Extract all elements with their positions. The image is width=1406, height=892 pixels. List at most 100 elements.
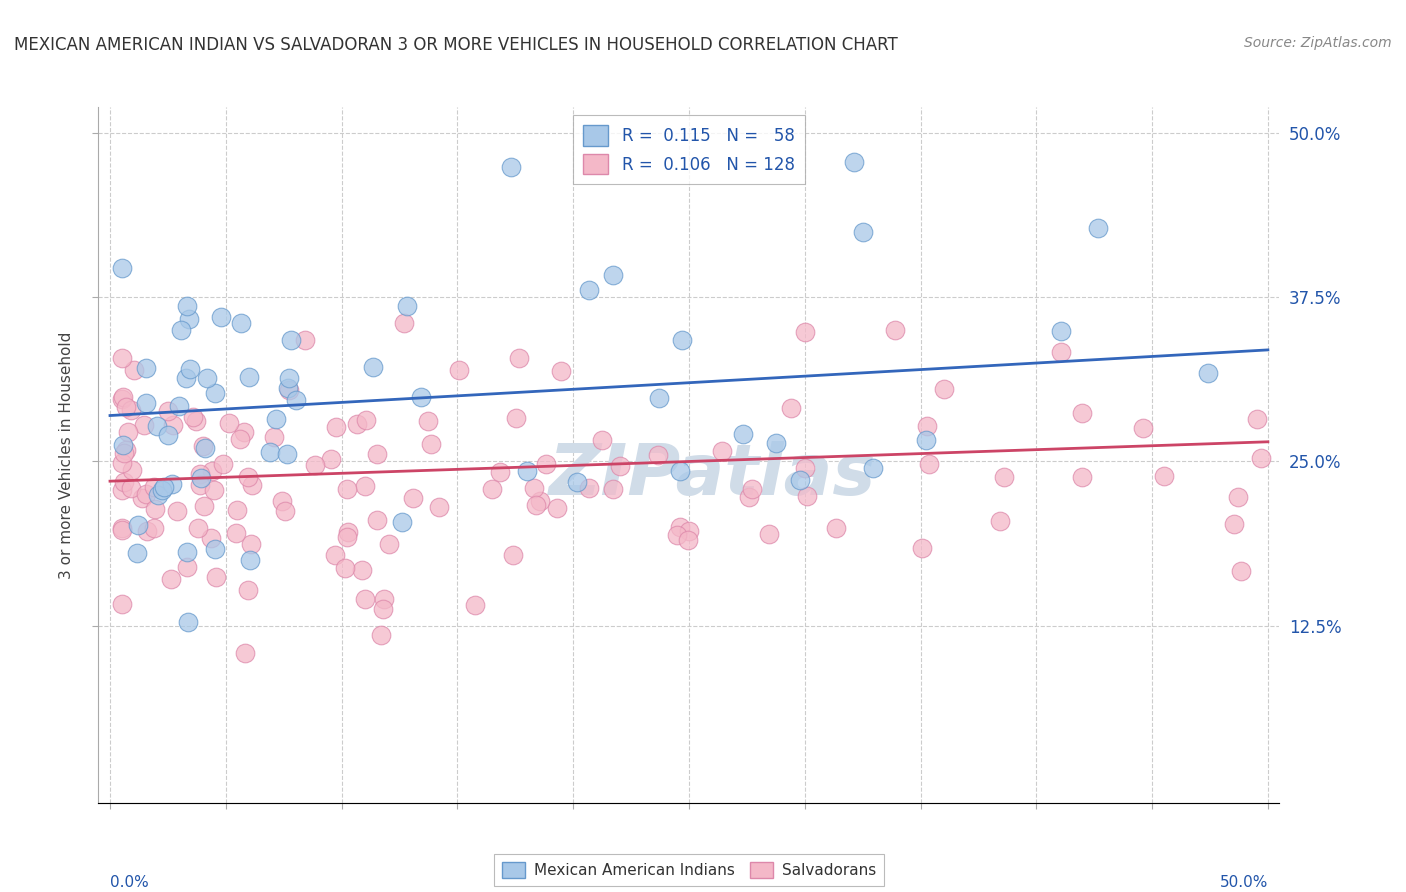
Point bbox=[1250, 451, 1272, 466]
Point bbox=[578, 283, 600, 297]
Point bbox=[112, 446, 135, 460]
Point bbox=[201, 464, 224, 478]
Point bbox=[370, 627, 392, 641]
Point bbox=[678, 524, 700, 538]
Point bbox=[110, 521, 132, 535]
Point bbox=[395, 299, 418, 313]
Point bbox=[523, 481, 546, 495]
Point bbox=[602, 482, 624, 496]
Point bbox=[142, 480, 165, 494]
Point bbox=[499, 160, 522, 174]
Point bbox=[758, 526, 780, 541]
Point bbox=[336, 482, 359, 496]
Point bbox=[177, 312, 200, 326]
Point bbox=[373, 591, 395, 606]
Point bbox=[550, 364, 572, 378]
Point bbox=[710, 443, 733, 458]
Point bbox=[321, 451, 343, 466]
Point bbox=[162, 417, 184, 432]
Point bbox=[150, 483, 173, 497]
Point bbox=[1246, 411, 1268, 425]
Point bbox=[524, 498, 547, 512]
Text: ZIPatlas: ZIPatlas bbox=[548, 442, 876, 510]
Point bbox=[1049, 324, 1071, 338]
Point bbox=[270, 493, 292, 508]
Point bbox=[274, 503, 297, 517]
Point bbox=[264, 412, 287, 426]
Point bbox=[793, 325, 815, 339]
Text: MEXICAN AMERICAN INDIAN VS SALVADORAN 3 OR MORE VEHICLES IN HOUSEHOLD CORRELATIO: MEXICAN AMERICAN INDIAN VS SALVADORAN 3 … bbox=[14, 36, 898, 54]
Point bbox=[741, 482, 763, 496]
Text: Source: ZipAtlas.com: Source: ZipAtlas.com bbox=[1244, 36, 1392, 50]
Point bbox=[202, 483, 225, 497]
Point bbox=[304, 458, 326, 473]
Point bbox=[884, 323, 907, 337]
Point bbox=[162, 476, 184, 491]
Point bbox=[1197, 366, 1219, 380]
Point bbox=[276, 447, 298, 461]
Point bbox=[135, 361, 157, 376]
Point bbox=[1087, 221, 1109, 235]
Point bbox=[361, 360, 384, 375]
Point bbox=[489, 466, 512, 480]
Point bbox=[862, 461, 884, 475]
Point bbox=[110, 597, 132, 611]
Point bbox=[181, 409, 204, 424]
Point bbox=[231, 316, 253, 330]
Point bbox=[278, 371, 301, 385]
Point bbox=[190, 471, 212, 485]
Point bbox=[112, 475, 135, 489]
Point bbox=[915, 419, 938, 434]
Point bbox=[193, 439, 215, 453]
Point bbox=[578, 481, 600, 495]
Point bbox=[195, 371, 218, 385]
Point bbox=[464, 598, 486, 612]
Point bbox=[1222, 516, 1244, 531]
Point bbox=[609, 459, 631, 474]
Point bbox=[176, 371, 198, 385]
Point bbox=[285, 393, 308, 408]
Point bbox=[146, 419, 169, 434]
Point bbox=[115, 443, 138, 458]
Point bbox=[505, 411, 527, 425]
Point bbox=[193, 442, 215, 456]
Point bbox=[842, 154, 865, 169]
Point bbox=[263, 429, 285, 443]
Point bbox=[200, 531, 222, 545]
Point bbox=[135, 396, 157, 410]
Y-axis label: 3 or more Vehicles in Household: 3 or more Vehicles in Household bbox=[59, 331, 75, 579]
Point bbox=[354, 413, 377, 427]
Point bbox=[678, 533, 700, 547]
Point bbox=[179, 362, 201, 376]
Point bbox=[110, 456, 132, 470]
Point bbox=[110, 392, 132, 406]
Point bbox=[648, 391, 671, 405]
Point bbox=[825, 521, 848, 535]
Point bbox=[125, 546, 148, 560]
Point bbox=[122, 362, 145, 376]
Point bbox=[176, 299, 198, 313]
Point bbox=[534, 457, 557, 471]
Point bbox=[915, 433, 938, 447]
Legend: Mexican American Indians, Salvadorans: Mexican American Indians, Salvadorans bbox=[494, 855, 884, 886]
Point bbox=[669, 520, 692, 534]
Text: 0.0%: 0.0% bbox=[110, 875, 149, 890]
Point bbox=[121, 463, 143, 477]
Point bbox=[993, 469, 1015, 483]
Point bbox=[346, 417, 368, 432]
Point bbox=[294, 333, 316, 347]
Point bbox=[112, 438, 135, 452]
Point bbox=[110, 351, 132, 366]
Point bbox=[240, 536, 263, 550]
Point bbox=[205, 570, 228, 584]
Point bbox=[481, 482, 503, 496]
Point bbox=[1070, 470, 1092, 484]
Point bbox=[402, 491, 425, 505]
Point bbox=[114, 401, 136, 415]
Point bbox=[225, 525, 247, 540]
Point bbox=[934, 382, 956, 396]
Point bbox=[647, 448, 669, 462]
Point bbox=[852, 225, 875, 239]
Point bbox=[204, 385, 226, 400]
Point bbox=[112, 390, 135, 404]
